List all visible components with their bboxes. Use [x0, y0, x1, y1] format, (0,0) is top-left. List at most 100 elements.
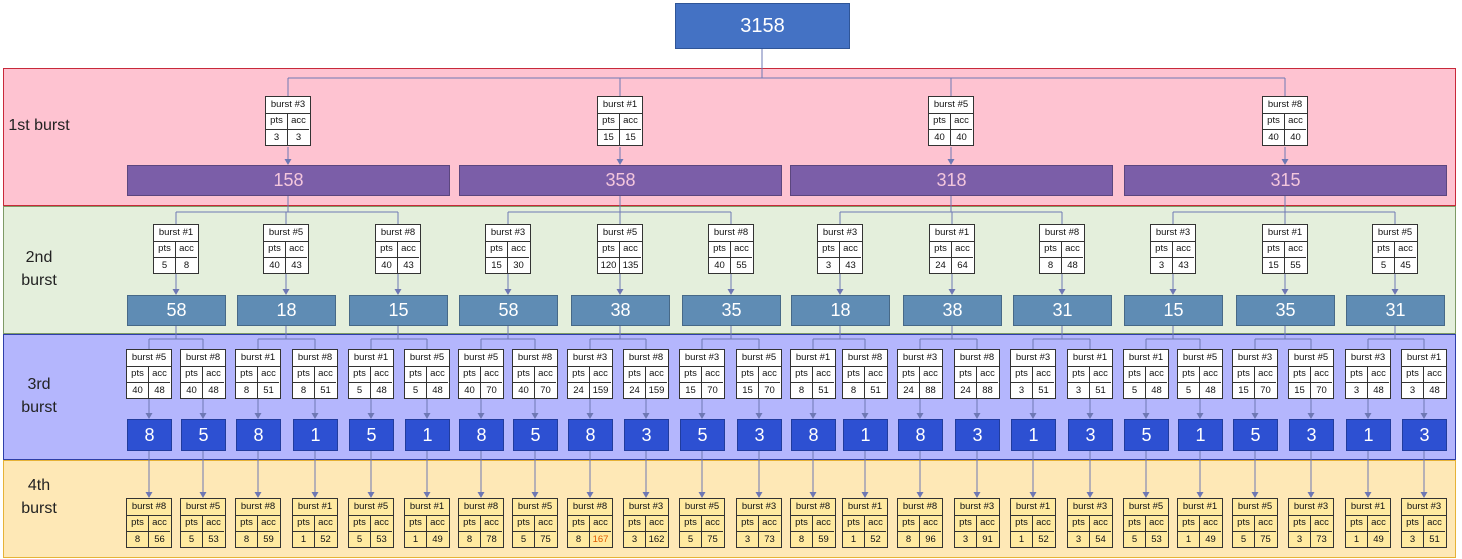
acc-header: acc	[920, 366, 941, 383]
acc-header: acc	[1424, 515, 1445, 532]
acc-header: acc	[1173, 241, 1194, 258]
connector-arrow-head	[586, 413, 594, 419]
pts-header: pts	[236, 366, 258, 383]
burst-card: burst #3 pts acc 3 73	[736, 498, 782, 548]
acc-header: acc	[590, 515, 611, 532]
acc-value: 73	[764, 534, 775, 545]
connector-arrow-head	[254, 413, 262, 419]
acc-value: 49	[1373, 534, 1384, 545]
pts-value: 5	[513, 532, 535, 548]
connector-arrow-head	[755, 413, 763, 419]
acc-value: 51	[1038, 385, 1049, 396]
level-3-node: 8	[898, 419, 943, 451]
pts-value: 40	[264, 258, 286, 274]
acc-value: 70	[707, 385, 718, 396]
burst-card: burst #3 pts acc 3 3	[265, 96, 311, 146]
connector-arrow-head	[861, 492, 869, 498]
burst-card: burst #8 pts acc 8 78	[458, 498, 504, 548]
burst-card: burst #1 pts acc 5 48	[1123, 349, 1169, 399]
burst-card: burst #8 pts acc 40 55	[708, 224, 754, 274]
level-2-node: 15	[1124, 295, 1223, 326]
acc-value: 48	[432, 385, 443, 396]
pts-header: pts	[598, 113, 620, 130]
connector-arrow-head	[367, 492, 375, 498]
acc-value: 53	[376, 534, 387, 545]
connector-arrow-head	[616, 289, 624, 295]
level-2-node: 38	[571, 295, 670, 326]
connector-arrow-head	[1142, 492, 1150, 498]
pts-header: pts	[459, 366, 481, 383]
pts-header: pts	[1011, 515, 1033, 532]
burst-card: burst #1 pts acc 5 8	[153, 224, 199, 274]
level-2-node: 58	[459, 295, 558, 326]
pts-header: pts	[624, 366, 646, 383]
burst-card: burst #1 pts acc 3 51	[1067, 349, 1113, 399]
acc-value: 48	[1429, 385, 1440, 396]
pts-value: 40	[513, 383, 535, 399]
acc-value: 75	[540, 534, 551, 545]
burst-card: burst #3 pts acc 3 73	[1288, 498, 1334, 548]
burst-card-title: burst #5	[1373, 225, 1417, 242]
burst-card-title: burst #3	[624, 499, 668, 516]
connector-arrow-head	[1307, 413, 1315, 419]
pts-value: 40	[929, 130, 951, 146]
acc-value: 53	[208, 534, 219, 545]
pts-value: 40	[709, 258, 731, 274]
connector-arrow-head	[755, 492, 763, 498]
connector-arrow-head	[1058, 289, 1066, 295]
pts-value: 3	[1011, 383, 1033, 399]
pts-value: 24	[624, 383, 646, 399]
burst-card: burst #5 pts acc 5 75	[679, 498, 725, 548]
level-3-node: 5	[513, 419, 558, 451]
acc-header: acc	[149, 366, 170, 383]
pts-value: 3	[955, 532, 977, 548]
acc-value: 88	[925, 385, 936, 396]
pts-header: pts	[1373, 241, 1395, 258]
level-3-node: 1	[1011, 419, 1056, 451]
level-3-node: 1	[293, 419, 338, 451]
pts-header: pts	[1346, 366, 1368, 383]
pts-value: 1	[1178, 532, 1200, 548]
pts-value: 1	[405, 532, 427, 548]
connector-arrow-head	[477, 413, 485, 419]
connector-arrow-head	[1307, 492, 1315, 498]
pts-value: 8	[236, 532, 258, 548]
acc-header: acc	[920, 515, 941, 532]
pts-header: pts	[405, 515, 427, 532]
acc-value: 162	[648, 534, 665, 545]
burst-card-title: burst #8	[843, 350, 887, 367]
acc-value: 70	[1260, 385, 1271, 396]
burst-card-title: burst #1	[154, 225, 198, 242]
level-2-node: 58	[127, 295, 226, 326]
burst-card: burst #3 pts acc 3 48	[1345, 349, 1391, 399]
acc-value: 52	[1038, 534, 1049, 545]
pts-header: pts	[127, 366, 149, 383]
acc-value: 55	[1290, 260, 1301, 271]
connector-arrow-head	[145, 492, 153, 498]
burst-card: burst #8 pts acc 24 159	[623, 349, 669, 399]
acc-value: 88	[982, 385, 993, 396]
burst-card: burst #8 pts acc 8 56	[126, 498, 172, 548]
burst-card-title: burst #1	[791, 350, 835, 367]
pts-header: pts	[1233, 366, 1255, 383]
pts-value: 8	[843, 383, 865, 399]
connector-arrow-head	[423, 413, 431, 419]
pts-value: 5	[1124, 532, 1146, 548]
pts-header: pts	[1178, 366, 1200, 383]
burst-card: burst #5 pts acc 40 40	[928, 96, 974, 146]
acc-value: 73	[1316, 534, 1327, 545]
burst-card-title: burst #8	[236, 499, 280, 516]
burst-card: burst #3 pts acc 3 54	[1067, 498, 1113, 548]
acc-header: acc	[371, 366, 392, 383]
burst-card: burst #3 pts acc 15 70	[679, 349, 725, 399]
pts-value: 24	[898, 383, 920, 399]
level-3-node: 3	[1289, 419, 1334, 451]
burst-card-title: burst #3	[680, 350, 724, 367]
pts-value: 15	[1233, 383, 1255, 399]
acc-header: acc	[371, 515, 392, 532]
acc-header: acc	[813, 366, 834, 383]
acc-value: 96	[925, 534, 936, 545]
burst-card: burst #3 pts acc 3 51	[1010, 349, 1056, 399]
acc-header: acc	[620, 113, 641, 130]
pts-value: 1	[1011, 532, 1033, 548]
